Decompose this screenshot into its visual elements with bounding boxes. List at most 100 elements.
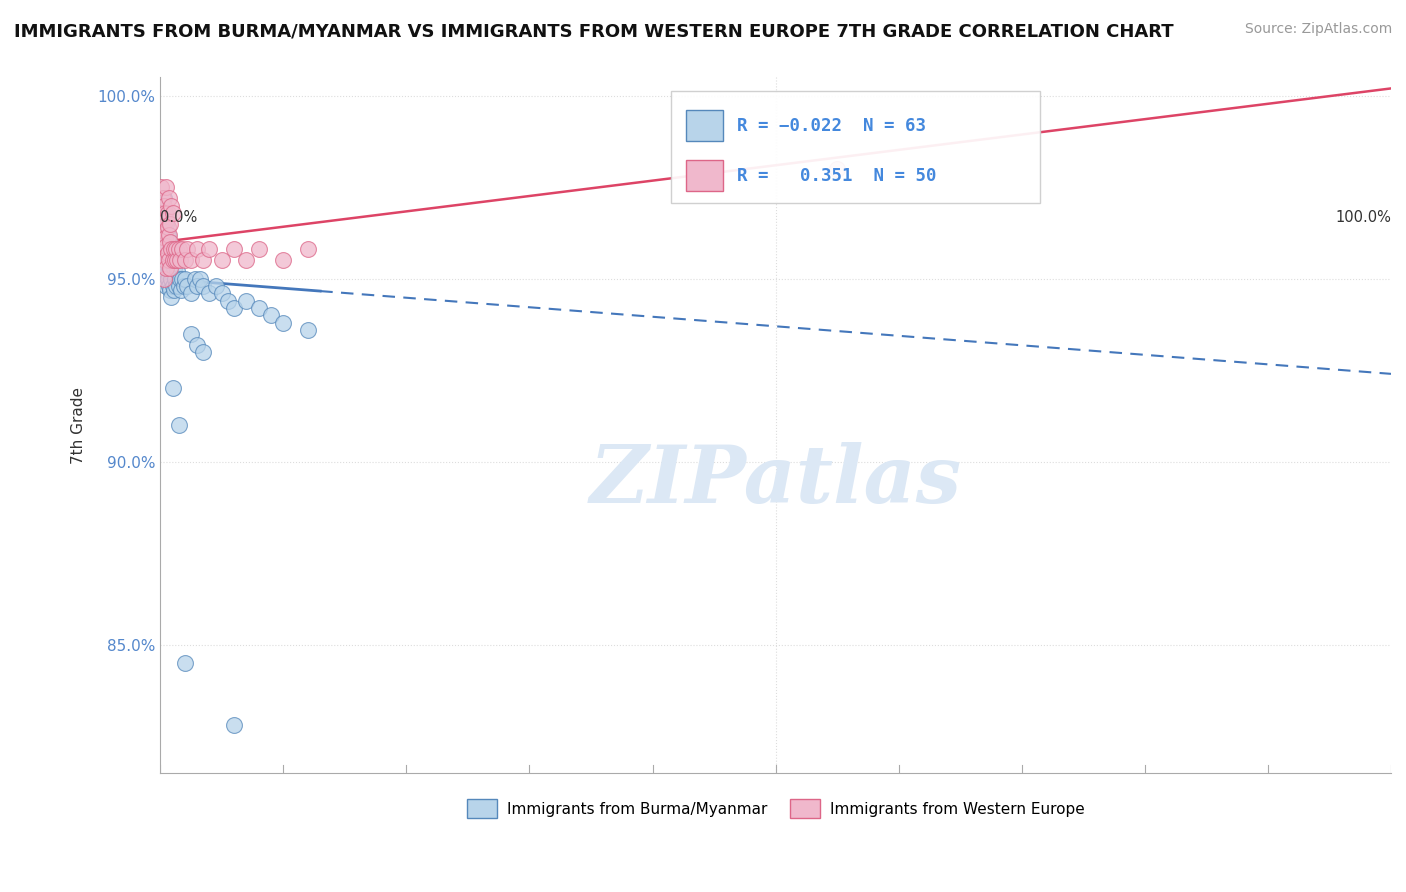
Point	[193, 253, 215, 268]
Point	[160, 271, 183, 285]
Point	[204, 279, 226, 293]
Point	[211, 253, 233, 268]
Point	[155, 279, 177, 293]
Point	[159, 260, 181, 275]
Point	[173, 656, 195, 670]
Point	[172, 243, 194, 257]
Point	[247, 243, 270, 257]
Point	[159, 235, 181, 249]
Point	[217, 293, 239, 308]
Point	[271, 253, 294, 268]
Point	[150, 227, 173, 242]
Text: R = −0.022  N = 63: R = −0.022 N = 63	[738, 117, 927, 135]
Point	[155, 180, 177, 194]
Point	[162, 253, 184, 268]
Point	[247, 301, 270, 315]
Point	[157, 227, 180, 242]
Point	[155, 264, 177, 278]
Point	[235, 253, 257, 268]
Point	[180, 286, 202, 301]
Point	[156, 227, 179, 242]
Point	[183, 271, 205, 285]
Point	[153, 243, 176, 257]
Point	[180, 326, 202, 341]
Point	[150, 206, 173, 220]
Point	[160, 250, 183, 264]
Point	[166, 264, 188, 278]
Point	[156, 253, 179, 268]
FancyBboxPatch shape	[671, 91, 1040, 202]
Point	[260, 308, 283, 322]
Point	[297, 243, 319, 257]
Point	[188, 271, 211, 285]
Point	[155, 260, 177, 275]
Point	[157, 279, 180, 293]
Point	[162, 206, 184, 220]
Point	[152, 206, 174, 220]
Point	[160, 198, 183, 212]
Point	[156, 206, 179, 220]
Point	[156, 271, 179, 285]
Point	[163, 253, 186, 268]
Point	[193, 279, 215, 293]
Point	[173, 253, 195, 268]
Point	[155, 217, 177, 231]
Point	[222, 718, 245, 732]
Point	[153, 271, 176, 285]
Point	[186, 337, 208, 351]
Point	[235, 293, 257, 308]
Point	[198, 286, 221, 301]
Text: 100.0%: 100.0%	[1336, 210, 1391, 225]
Point	[159, 217, 181, 231]
Point	[159, 243, 181, 257]
Point	[162, 253, 184, 268]
Y-axis label: 7th Grade: 7th Grade	[72, 386, 86, 464]
Point	[162, 382, 184, 396]
Point	[153, 227, 176, 242]
Point	[157, 260, 180, 275]
Point	[153, 250, 176, 264]
Point	[152, 191, 174, 205]
Point	[176, 243, 198, 257]
Point	[159, 283, 181, 297]
Text: Source: ZipAtlas.com: Source: ZipAtlas.com	[1244, 22, 1392, 37]
Point	[163, 243, 186, 257]
Point	[169, 253, 191, 268]
Point	[155, 213, 177, 227]
Point	[152, 217, 174, 231]
Point	[153, 231, 176, 245]
Point	[155, 243, 177, 257]
Point	[153, 198, 176, 212]
Point	[155, 239, 177, 253]
Point	[167, 243, 190, 257]
Point	[167, 418, 190, 433]
Point	[163, 271, 186, 285]
Point	[156, 220, 179, 235]
Point	[159, 264, 181, 278]
Point	[153, 224, 176, 238]
Point	[825, 161, 848, 176]
Point	[152, 243, 174, 257]
Point	[153, 206, 176, 220]
Point	[222, 243, 245, 257]
Point	[172, 271, 194, 285]
Point	[169, 271, 191, 285]
Text: ZIPatlas: ZIPatlas	[589, 442, 962, 519]
Point	[297, 323, 319, 337]
Text: 0.0%: 0.0%	[160, 210, 197, 225]
Point	[180, 253, 202, 268]
Point	[153, 253, 176, 268]
Point	[153, 206, 176, 220]
Point	[167, 279, 190, 293]
Point	[160, 290, 183, 304]
Point	[153, 217, 176, 231]
Point	[162, 279, 184, 293]
Point	[163, 283, 186, 297]
Point	[165, 279, 187, 293]
Point	[153, 191, 176, 205]
Bar	[686, 161, 723, 192]
Point	[163, 260, 186, 275]
Point	[156, 246, 179, 260]
Point	[271, 316, 294, 330]
Point	[157, 235, 180, 249]
